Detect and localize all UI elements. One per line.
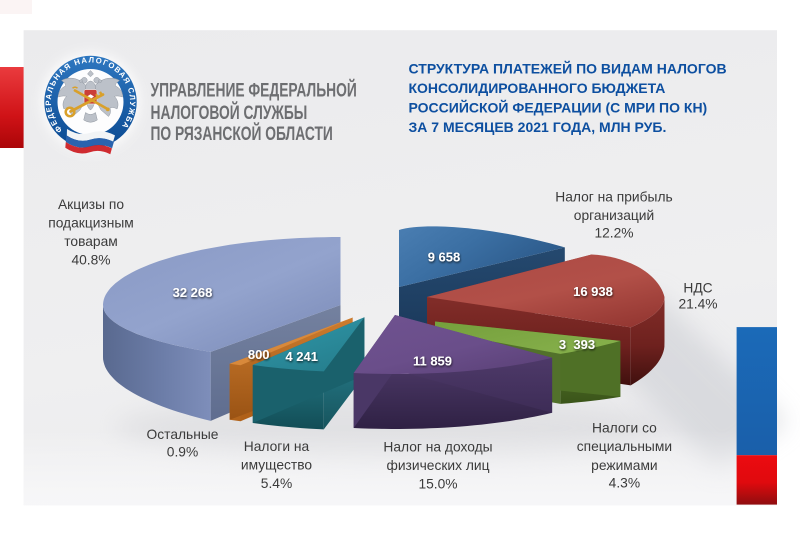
svg-text:НДС: НДС [683,280,712,295]
svg-text:5.4%: 5.4% [261,476,292,491]
svg-text:ЗА 7 МЕСЯЦЕВ 2021 ГОДА, МЛН РУ: ЗА 7 МЕСЯЦЕВ 2021 ГОДА, МЛН РУБ. [409,119,667,135]
svg-text:40.8%: 40.8% [71,252,110,267]
svg-text:21.4%: 21.4% [678,296,717,311]
svg-text:4.3%: 4.3% [609,475,640,490]
svg-text:имущество: имущество [241,458,313,473]
svg-text:Налоги со: Налоги со [592,420,657,435]
svg-text:12.2%: 12.2% [594,226,633,241]
svg-text:специальными: специальными [577,439,672,454]
svg-text:Акцизы по: Акцизы по [58,197,124,212]
svg-text:Налог на прибыль: Налог на прибыль [555,190,672,205]
svg-text:СТРУКТУРА ПЛАТЕЖЕЙ ПО ВИДАМ НА: СТРУКТУРА ПЛАТЕЖЕЙ ПО ВИДАМ НАЛОГОВ [409,60,727,77]
svg-text:11 859: 11 859 [413,354,452,369]
svg-text:физических лиц: физических лиц [387,458,490,473]
svg-text:32 268: 32 268 [173,285,213,300]
svg-text:Остальные: Остальные [147,427,219,442]
svg-text:организаций: организаций [574,208,654,223]
svg-text:НАЛОГОВОЙ СЛУЖБЫ: НАЛОГОВОЙ СЛУЖБЫ [151,102,308,124]
svg-text:0.9%: 0.9% [167,444,198,459]
svg-text:УПРАВЛЕНИЕ ФЕДЕРАЛЬНОЙ: УПРАВЛЕНИЕ ФЕДЕРАЛЬНОЙ [151,79,357,101]
svg-text:режимами: режимами [591,458,657,473]
svg-text:ПО РЯЗАНСКОЙ ОБЛАСТИ: ПО РЯЗАНСКОЙ ОБЛАСТИ [151,123,333,145]
svg-text:3 393: 3 393 [559,337,595,352]
svg-text:4 241: 4 241 [285,349,318,364]
svg-text:товарам: товарам [64,234,118,249]
svg-text:16 938: 16 938 [573,284,613,299]
svg-text:Налоги на: Налоги на [244,439,310,454]
svg-text:Налог на доходы: Налог на доходы [383,439,492,454]
svg-text:9 658: 9 658 [428,250,461,265]
svg-text:15.0%: 15.0% [418,476,457,491]
svg-text:РОССИЙСКОЙ ФЕДЕРАЦИИ (С МРИ ПО: РОССИЙСКОЙ ФЕДЕРАЦИИ (С МРИ ПО КН) [409,99,708,116]
svg-text:КОНСОЛИДИРОВАННОГО БЮДЖЕТА: КОНСОЛИДИРОВАННОГО БЮДЖЕТА [409,80,666,96]
svg-text:подакцизным: подакцизным [48,215,134,230]
svg-text:800: 800 [248,347,270,362]
